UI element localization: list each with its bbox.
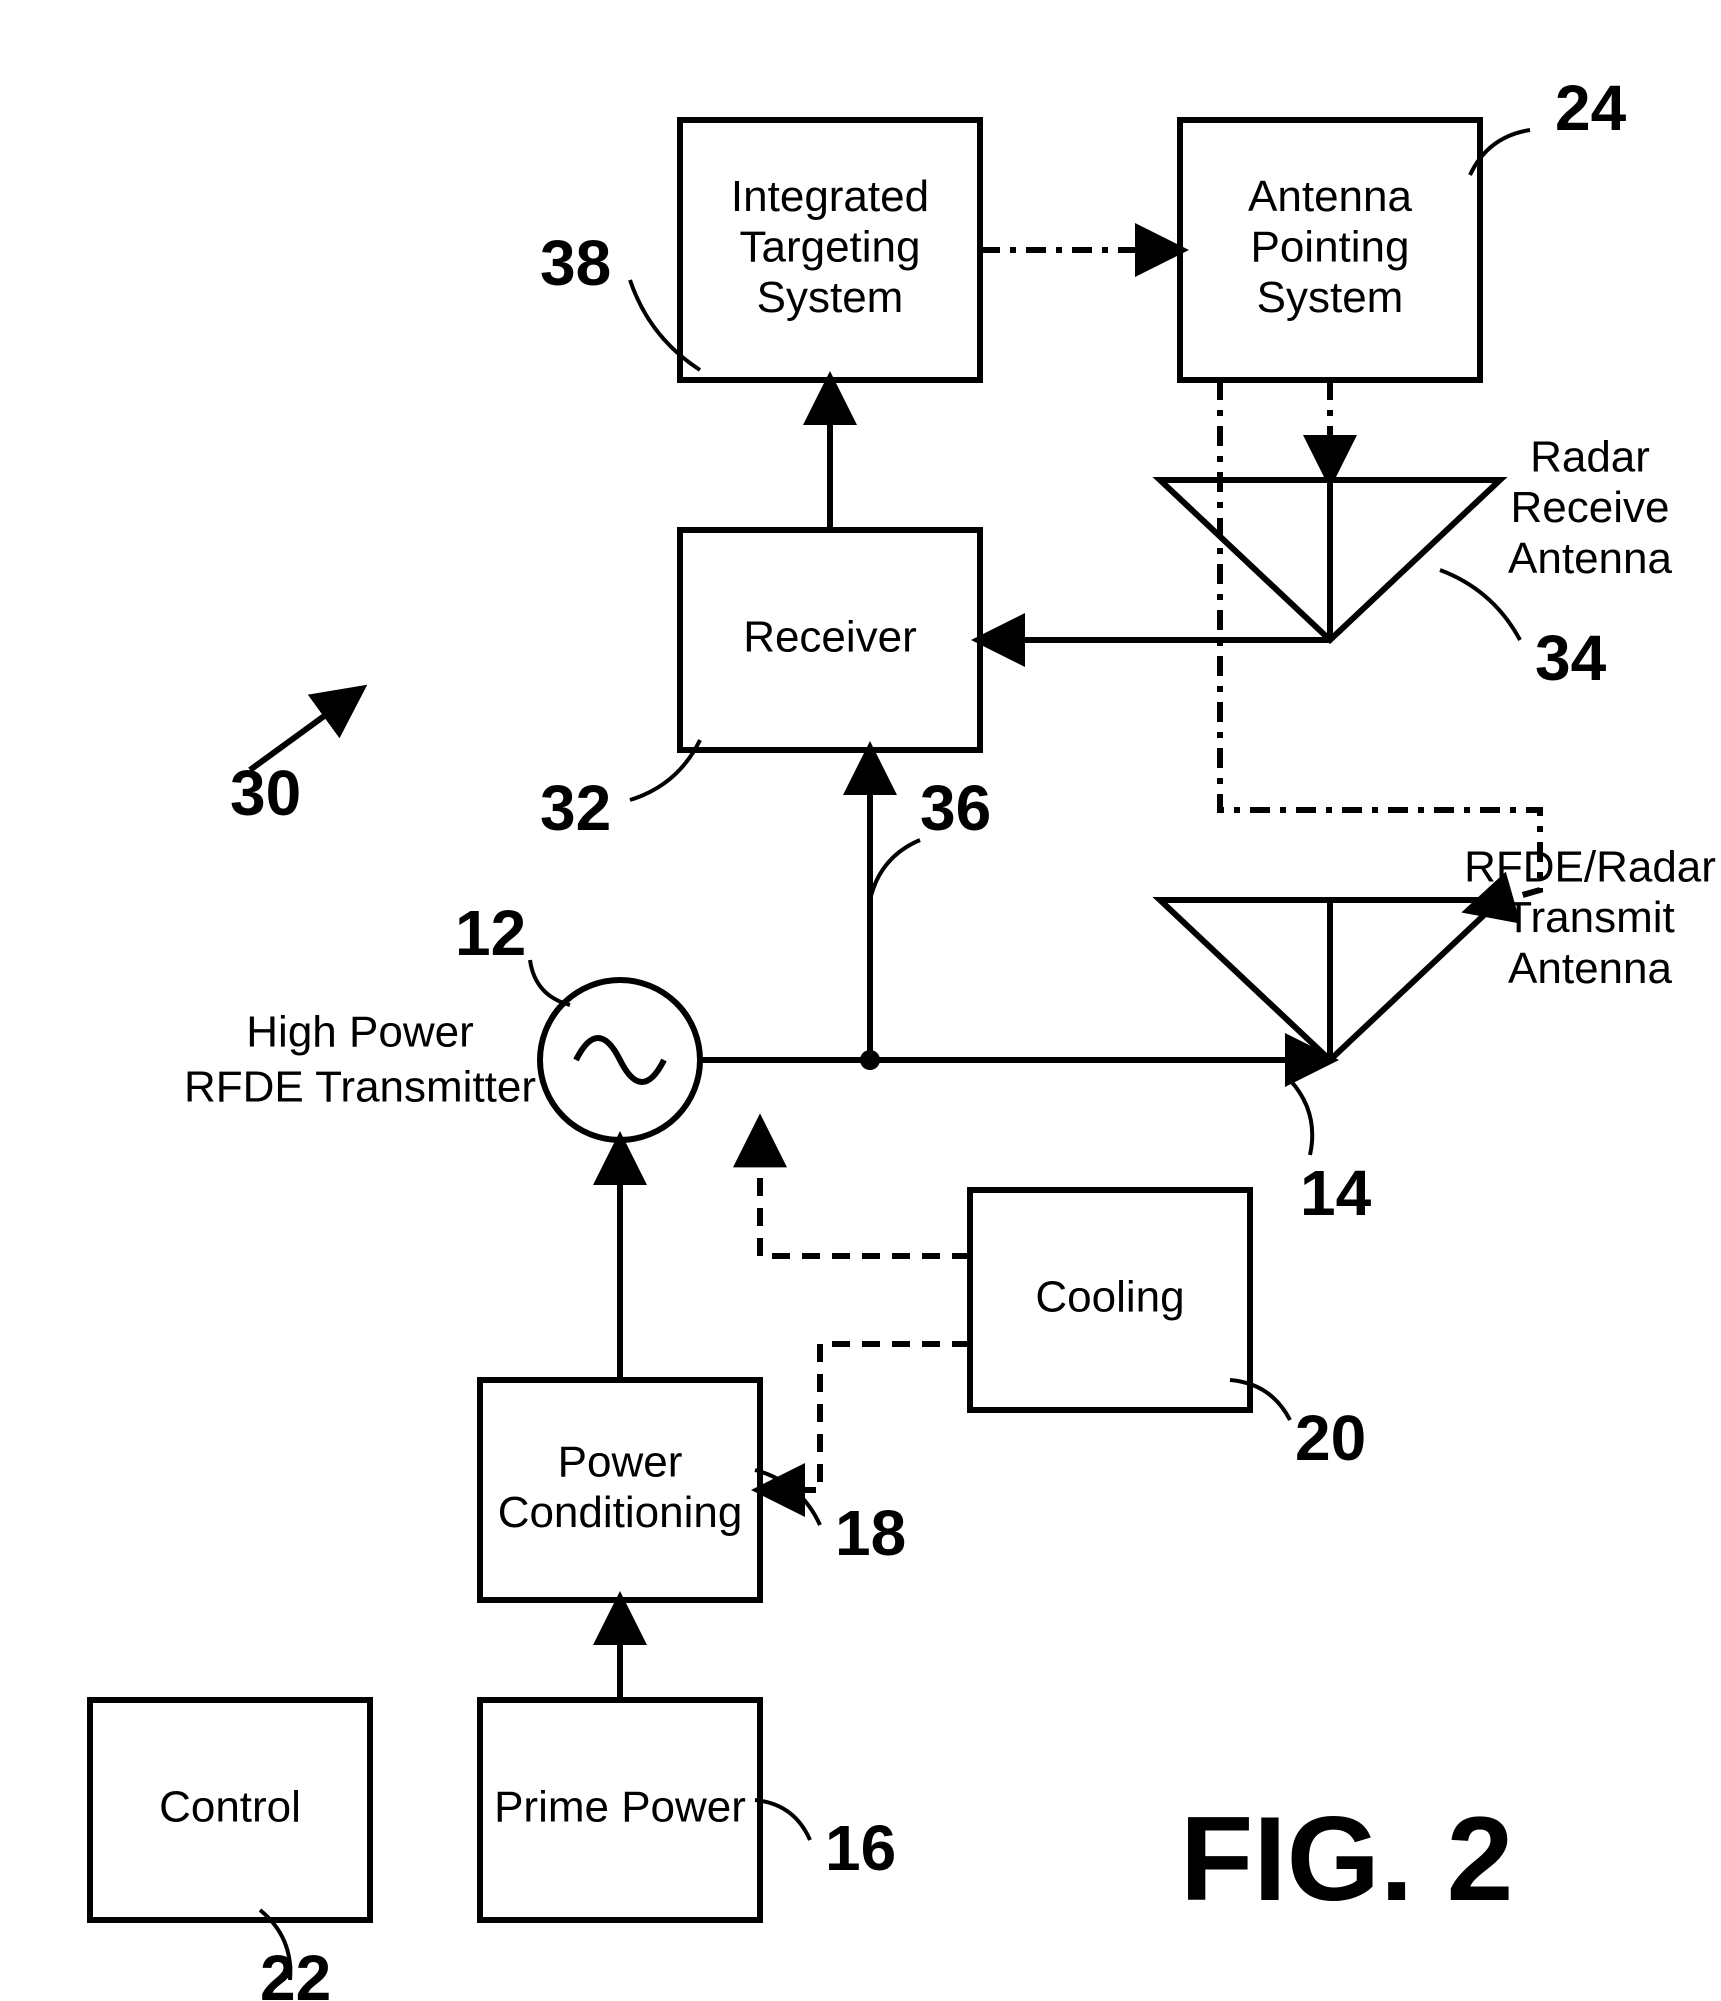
receive-antenna-label: Radar [1530,433,1650,482]
edge-aps-to-tx-antenna [1220,380,1540,910]
ref-36: 36 [920,772,991,844]
integrated_targeting-label: Targeting [739,223,920,272]
control-label: Control [159,1783,301,1832]
power_conditioning-label: Power [558,1437,683,1486]
edge-cooling-to-transmitter [760,1122,970,1256]
leader-n36 [870,840,920,900]
figure-caption: FIG. 2 [1180,1792,1513,1926]
transmit-antenna-label: RFDE/Radar [1464,843,1716,892]
leader-n14 [1290,1080,1312,1155]
prime_power-label: Prime Power [494,1783,746,1832]
transmitter-label: RFDE Transmitter [184,1063,536,1112]
transmitter-label: High Power [246,1008,473,1057]
leader-n18 [755,1470,820,1525]
ref-34: 34 [1535,622,1607,694]
ref-18: 18 [835,1497,906,1569]
ref-32: 32 [540,772,611,844]
antenna_pointing-label: System [1257,273,1404,322]
ref-22: 22 [260,1942,331,2001]
receiver-label: Receiver [743,613,917,662]
cooling-label: Cooling [1035,1273,1184,1322]
ref-12: 12 [455,897,526,969]
power_conditioning-label: Conditioning [498,1488,743,1537]
antenna_pointing-label: Antenna [1248,172,1412,221]
ref-16: 16 [825,1812,896,1884]
leader-n16 [755,1800,810,1840]
ref-38: 38 [540,227,611,299]
ref-30: 30 [230,757,301,829]
receive-antenna-label: Antenna [1508,534,1672,583]
ref-14: 14 [1300,1157,1372,1229]
transmit-antenna-label: Transmit [1505,893,1675,942]
ref-20: 20 [1295,1402,1366,1474]
integrated_targeting-label: Integrated [731,172,929,221]
ref-24: 24 [1555,72,1627,144]
transmit-antenna-label: Antenna [1508,944,1672,993]
receive-antenna-label: Receive [1511,483,1670,532]
integrated_targeting-label: System [757,273,904,322]
leader-n12 [530,960,570,1005]
antenna_pointing-label: Pointing [1250,223,1409,272]
edge-cooling-to-pc [760,1344,970,1490]
